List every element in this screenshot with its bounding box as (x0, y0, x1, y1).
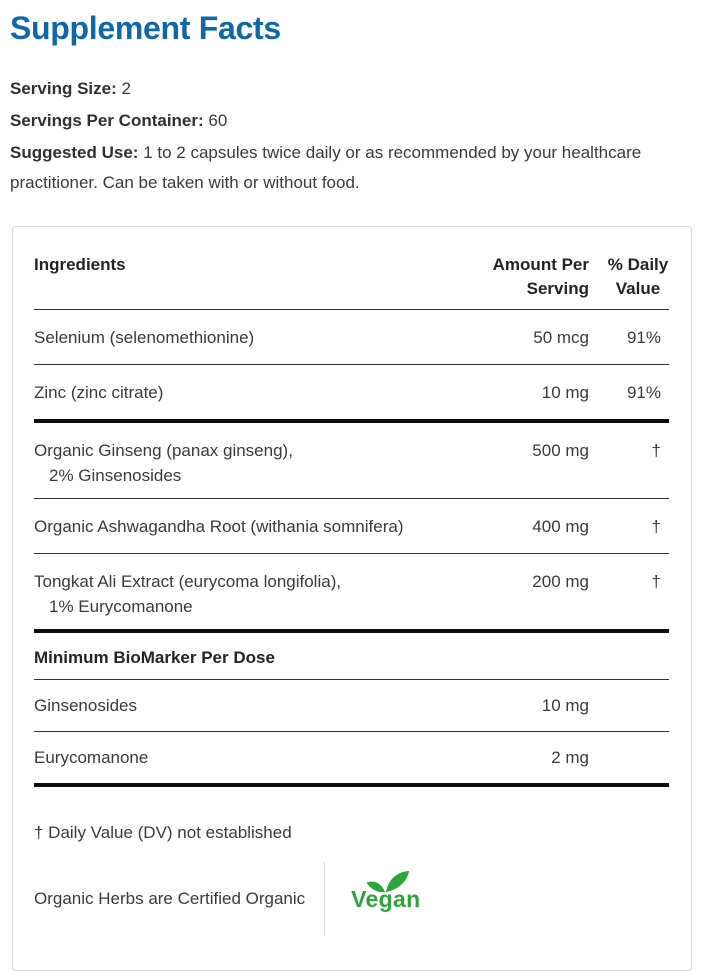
ingredient-amount: 400 mg (532, 517, 589, 536)
header-amount-per-serving: Amount Per Serving (492, 255, 589, 298)
thick-divider (34, 629, 669, 633)
ingredient-amount: 200 mg (532, 572, 589, 591)
ingredient-name: Organic Ashwagandha Root (withania somni… (34, 517, 404, 536)
ingredient-name: Tongkat Ali Extract (eurycoma longifolia… (34, 569, 459, 619)
certified-organic-note: Organic Herbs are Certified Organic (34, 889, 306, 908)
ingredient-dv: 91% (626, 328, 661, 347)
vegan-leaf-icon (366, 870, 410, 892)
certified-organic-row: Organic Herbs are Certified Organic Vega… (34, 862, 669, 936)
ingredient-name-sub: 1% Eurycomanone (49, 597, 193, 616)
page-title: Supplement Facts (10, 10, 281, 46)
table-header-row: Ingredients Amount Per Serving % Daily V… (34, 227, 669, 310)
table-row: Zinc (zinc citrate) 10 mg 91% (34, 364, 669, 419)
ingredient-dv: † (651, 517, 661, 536)
biomarker-name: Eurycomanone (34, 748, 149, 767)
ingredient-name-main: Organic Ginseng (panax ginseng), (34, 441, 293, 460)
serving-info: Serving Size: 2 Servings Per Container: … (10, 74, 705, 198)
biomarker-section-header: Minimum BioMarker Per Dose (34, 633, 669, 680)
ingredient-amount: 10 mg (541, 383, 589, 402)
ingredient-dv: † (651, 572, 661, 591)
biomarker-name: Ginsenosides (34, 696, 138, 715)
vertical-divider (324, 862, 326, 936)
thick-divider (34, 783, 669, 787)
suggested-use-value: 1 to 2 capsules twice daily or as recomm… (10, 143, 642, 192)
serving-size-line: Serving Size: 2 (10, 74, 705, 104)
ingredient-name-main: Tongkat Ali Extract (eurycoma longifolia… (34, 572, 342, 591)
ingredient-name: Zinc (zinc citrate) (34, 383, 164, 402)
table-row: Tongkat Ali Extract (eurycoma longifolia… (34, 553, 669, 629)
biomarker-amount: 10 mg (541, 696, 589, 715)
header-ingredients: Ingredients (34, 255, 126, 274)
biomarker-amount: 2 mg (551, 748, 589, 767)
table-row: Organic Ginseng (panax ginseng), 2% Gins… (34, 423, 669, 498)
ingredient-amount: 500 mg (532, 441, 589, 460)
vegan-label: Vegan (351, 885, 421, 912)
ingredient-name: Selenium (selenomethionine) (34, 328, 255, 347)
suggested-use-line: Suggested Use: 1 to 2 capsules twice dai… (10, 138, 665, 198)
ingredient-dv: † (651, 441, 661, 460)
servings-per-container-label: Servings Per Container: (10, 111, 204, 130)
table-row: Organic Ashwagandha Root (withania somni… (34, 498, 669, 553)
table-row: Eurycomanone 2 mg (34, 731, 669, 783)
ingredient-dv: 91% (626, 383, 661, 402)
servings-per-container-line: Servings Per Container: 60 (10, 106, 705, 136)
vegan-badge: Vegan (351, 870, 421, 913)
ingredient-name: Organic Ginseng (panax ginseng), 2% Gins… (34, 438, 459, 488)
header-daily-value: % Daily Value (607, 255, 669, 298)
ingredient-amount: 50 mcg (533, 328, 589, 347)
serving-size-label: Serving Size: (10, 79, 117, 98)
thick-divider (34, 419, 669, 423)
daily-value-footnote: † Daily Value (DV) not established (34, 823, 292, 842)
supplement-facts-table: Ingredients Amount Per Serving % Daily V… (12, 226, 692, 971)
servings-per-container-value: 60 (203, 111, 228, 130)
table-row: Selenium (selenomethionine) 50 mcg 91% (34, 310, 669, 364)
suggested-use-label: Suggested Use: (10, 143, 139, 162)
ingredient-name-sub: 2% Ginsenosides (49, 466, 182, 485)
serving-size-value: 2 (116, 79, 131, 98)
table-row: Ginsenosides 10 mg (34, 680, 669, 731)
